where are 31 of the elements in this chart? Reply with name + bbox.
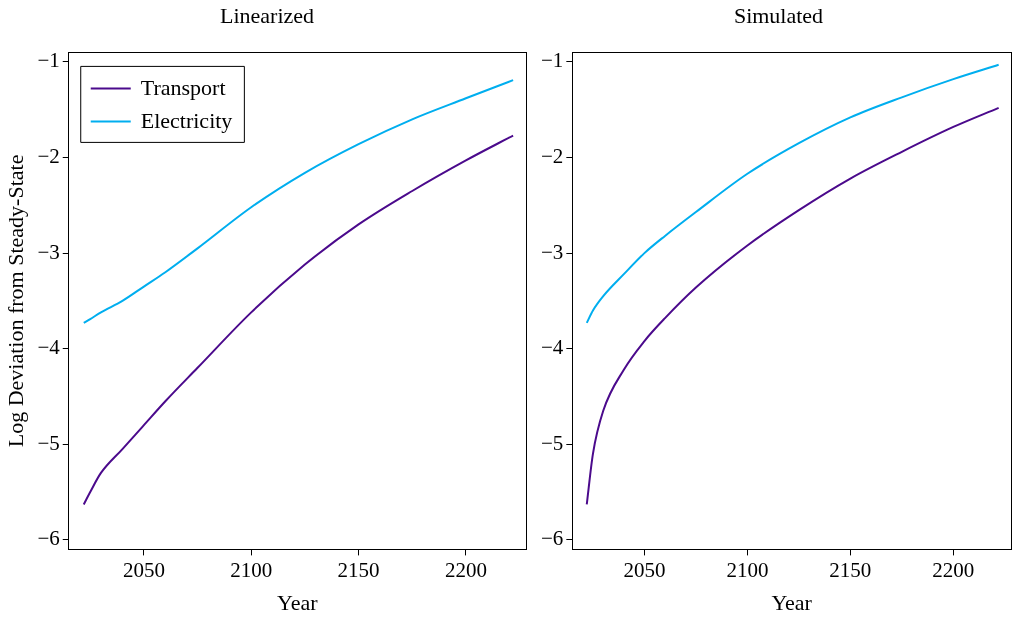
y-tick-label: −4	[37, 335, 61, 360]
y-tick-label: −6	[541, 526, 564, 551]
y-tick-label: −5	[541, 430, 564, 455]
y-tick-label: −3	[37, 239, 60, 264]
line-series	[585, 63, 1000, 324]
x-tick-label: 2200	[444, 557, 487, 582]
y-tick-label: −5	[37, 430, 60, 455]
x-tick-label: 2100	[726, 557, 769, 582]
x-tick-label: 2150	[829, 557, 872, 582]
y-tick-label: −6	[37, 526, 60, 551]
x-tick-label: 2050	[122, 557, 165, 582]
y-axis-title: Log Deviation from Steady-State	[2, 154, 28, 448]
y-tick-label: −1	[37, 48, 60, 73]
y-tick-label: −2	[541, 144, 564, 169]
y-tick-label: −3	[541, 239, 564, 264]
x-tick-label: 2150	[337, 557, 380, 582]
line-series	[82, 134, 515, 506]
line-series	[82, 79, 515, 324]
x-tick-label: 2200	[932, 557, 975, 582]
chart-title: Simulated	[733, 2, 824, 28]
line-series	[585, 106, 1000, 506]
legend-label: Electricity	[140, 108, 233, 134]
legend-label: Transport	[140, 75, 226, 101]
x-axis-title: Year	[277, 589, 319, 615]
x-tick-label: 2050	[623, 557, 666, 582]
x-tick-label: 2100	[230, 557, 273, 582]
y-tick-label: −1	[541, 48, 564, 73]
y-tick-label: −2	[37, 144, 60, 169]
chart-title: Linearized	[219, 2, 315, 28]
y-tick-label: −4	[541, 335, 564, 360]
x-axis-title: Year	[771, 589, 813, 615]
